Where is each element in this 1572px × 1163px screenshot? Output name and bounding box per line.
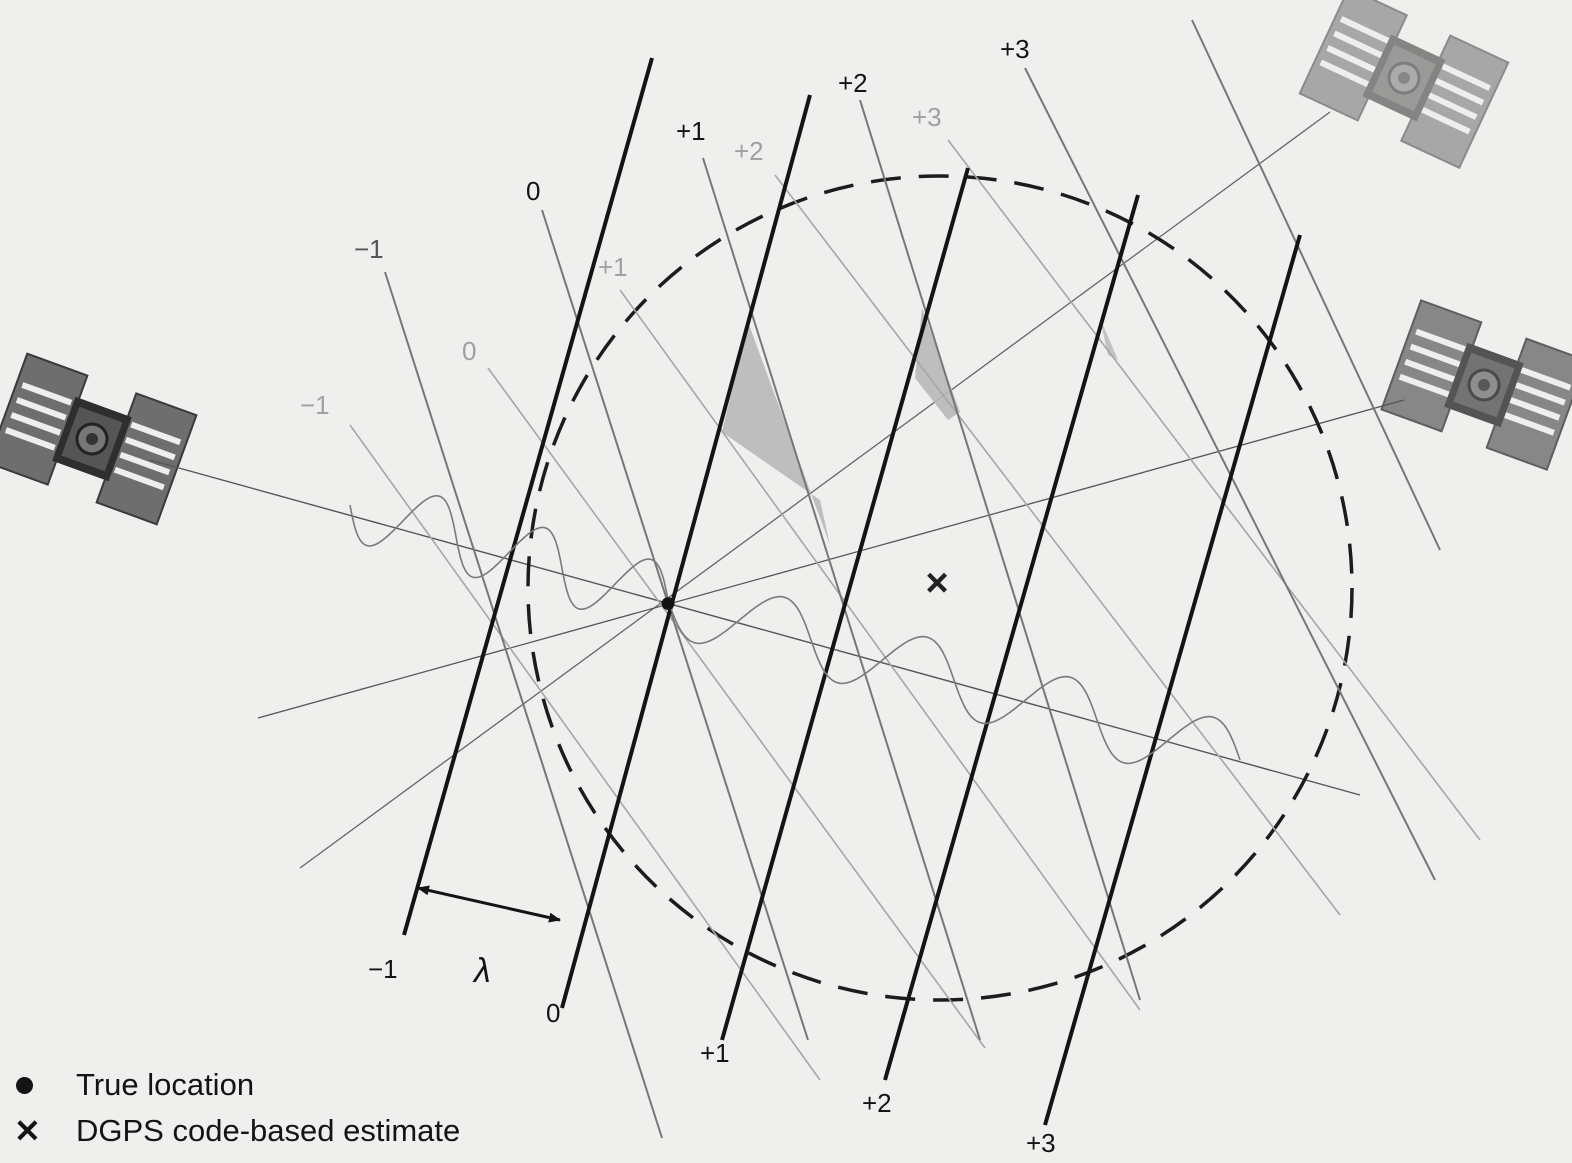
light-line-label: +3 (912, 102, 942, 132)
bold-phase-line (883, 194, 1140, 1081)
light-phase-line (619, 289, 1141, 1011)
legend-label: DGPS code-based estimate (76, 1113, 461, 1148)
light-line-label: −1 (300, 390, 330, 420)
bold-phase-line (402, 57, 654, 936)
right-satellite-signal-line (257, 399, 1405, 719)
medium-phase-line (702, 157, 981, 1041)
wavelength-label: λ (472, 952, 491, 990)
left-satellite-signal-line (149, 459, 1361, 796)
wavelength-arrow (417, 885, 561, 923)
medium-phase-line (541, 209, 809, 1041)
bold-phase-line (1043, 234, 1302, 1126)
right-satellite-icon (1380, 299, 1572, 471)
light-line-label: 0 (462, 336, 476, 366)
light-phase-line (487, 367, 986, 1049)
bold-phase-line (720, 167, 970, 1041)
bold-line-label-top: +2 (838, 68, 868, 98)
medium-line-label: 0 (526, 176, 540, 206)
medium-line-label: −1 (354, 234, 384, 264)
medium-line-label: +2 (838, 68, 868, 98)
medium-line-label: +1 (676, 116, 706, 146)
carrier-wave (349, 495, 669, 610)
filled-circle-icon (14, 1076, 76, 1094)
legend-item-dgps-estimate: ✕ DGPS code-based estimate (14, 1108, 460, 1154)
light-phase-line (947, 139, 1481, 841)
bold-line-label-bottom: +3 (1026, 1128, 1056, 1158)
upper-right-satellite-icon (1298, 0, 1510, 169)
shaded-candidate-region (722, 322, 830, 545)
bold-phase-line (560, 94, 812, 1009)
legend: True location ✕ DGPS code-based estimate (14, 1062, 460, 1154)
bold-phase-lines (402, 57, 1302, 1126)
legend-item-true-location: True location (14, 1062, 460, 1108)
medium-phase-lines (384, 19, 1441, 1139)
light-phase-line (349, 424, 821, 1081)
carrier-wave (667, 595, 1241, 765)
search-region-circle (526, 174, 1354, 1002)
bold-line-label-bottom: +1 (700, 1038, 730, 1068)
shaded-candidate-region (915, 308, 960, 420)
medium-phase-line (1191, 19, 1441, 551)
bold-line-label-top: +1 (676, 116, 706, 146)
medium-phase-line (859, 99, 1141, 1001)
medium-phase-line (384, 271, 663, 1139)
bold-line-label-bottom: 0 (546, 998, 560, 1028)
light-line-label: +1 (598, 252, 628, 282)
legend-label: True location (76, 1067, 255, 1102)
left-satellite-icon (0, 352, 198, 526)
x-mark-icon: ✕ (14, 1113, 41, 1149)
true-location-marker: ● (659, 586, 677, 619)
bold-line-label-top: 0 (526, 176, 540, 206)
shaded-candidate-region (1100, 318, 1118, 360)
dgps-estimate-marker: × (925, 561, 948, 605)
light-line-label: +2 (734, 136, 764, 166)
bold-line-label-bottom: +2 (862, 1088, 892, 1118)
medium-line-label: +3 (1000, 34, 1030, 64)
light-phase-lines (349, 139, 1481, 1081)
bold-line-label-bottom: −1 (368, 954, 398, 984)
light-phase-line (774, 174, 1341, 916)
bold-line-label-top: +3 (1000, 34, 1030, 64)
